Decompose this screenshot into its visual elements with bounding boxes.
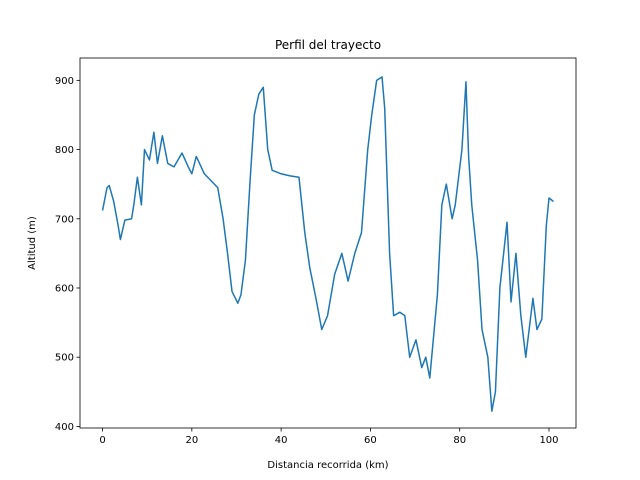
x-tick-label: 60 [364,435,377,446]
y-tick-label: 400 [55,422,74,433]
x-tick-label: 40 [275,435,288,446]
line [101,76,554,412]
y-tick-label: 800 [55,145,74,156]
chart-title: Perfil del trayecto [275,38,381,52]
x-axis-label: Distancia recorrida (km) [267,460,388,471]
x-tick-label: 0 [99,435,105,446]
x-tick-label: 20 [185,435,198,446]
y-tick-label: 600 [55,283,74,294]
plot-frame [79,57,577,429]
y-tick-label: 700 [55,214,74,225]
y-tick-label: 900 [55,76,74,87]
x-tick-label: 80 [453,435,466,446]
y-tick-label: 500 [55,353,74,364]
x-tick-label: 100 [539,435,558,446]
y-axis-label: Altitud (m) [27,216,38,270]
